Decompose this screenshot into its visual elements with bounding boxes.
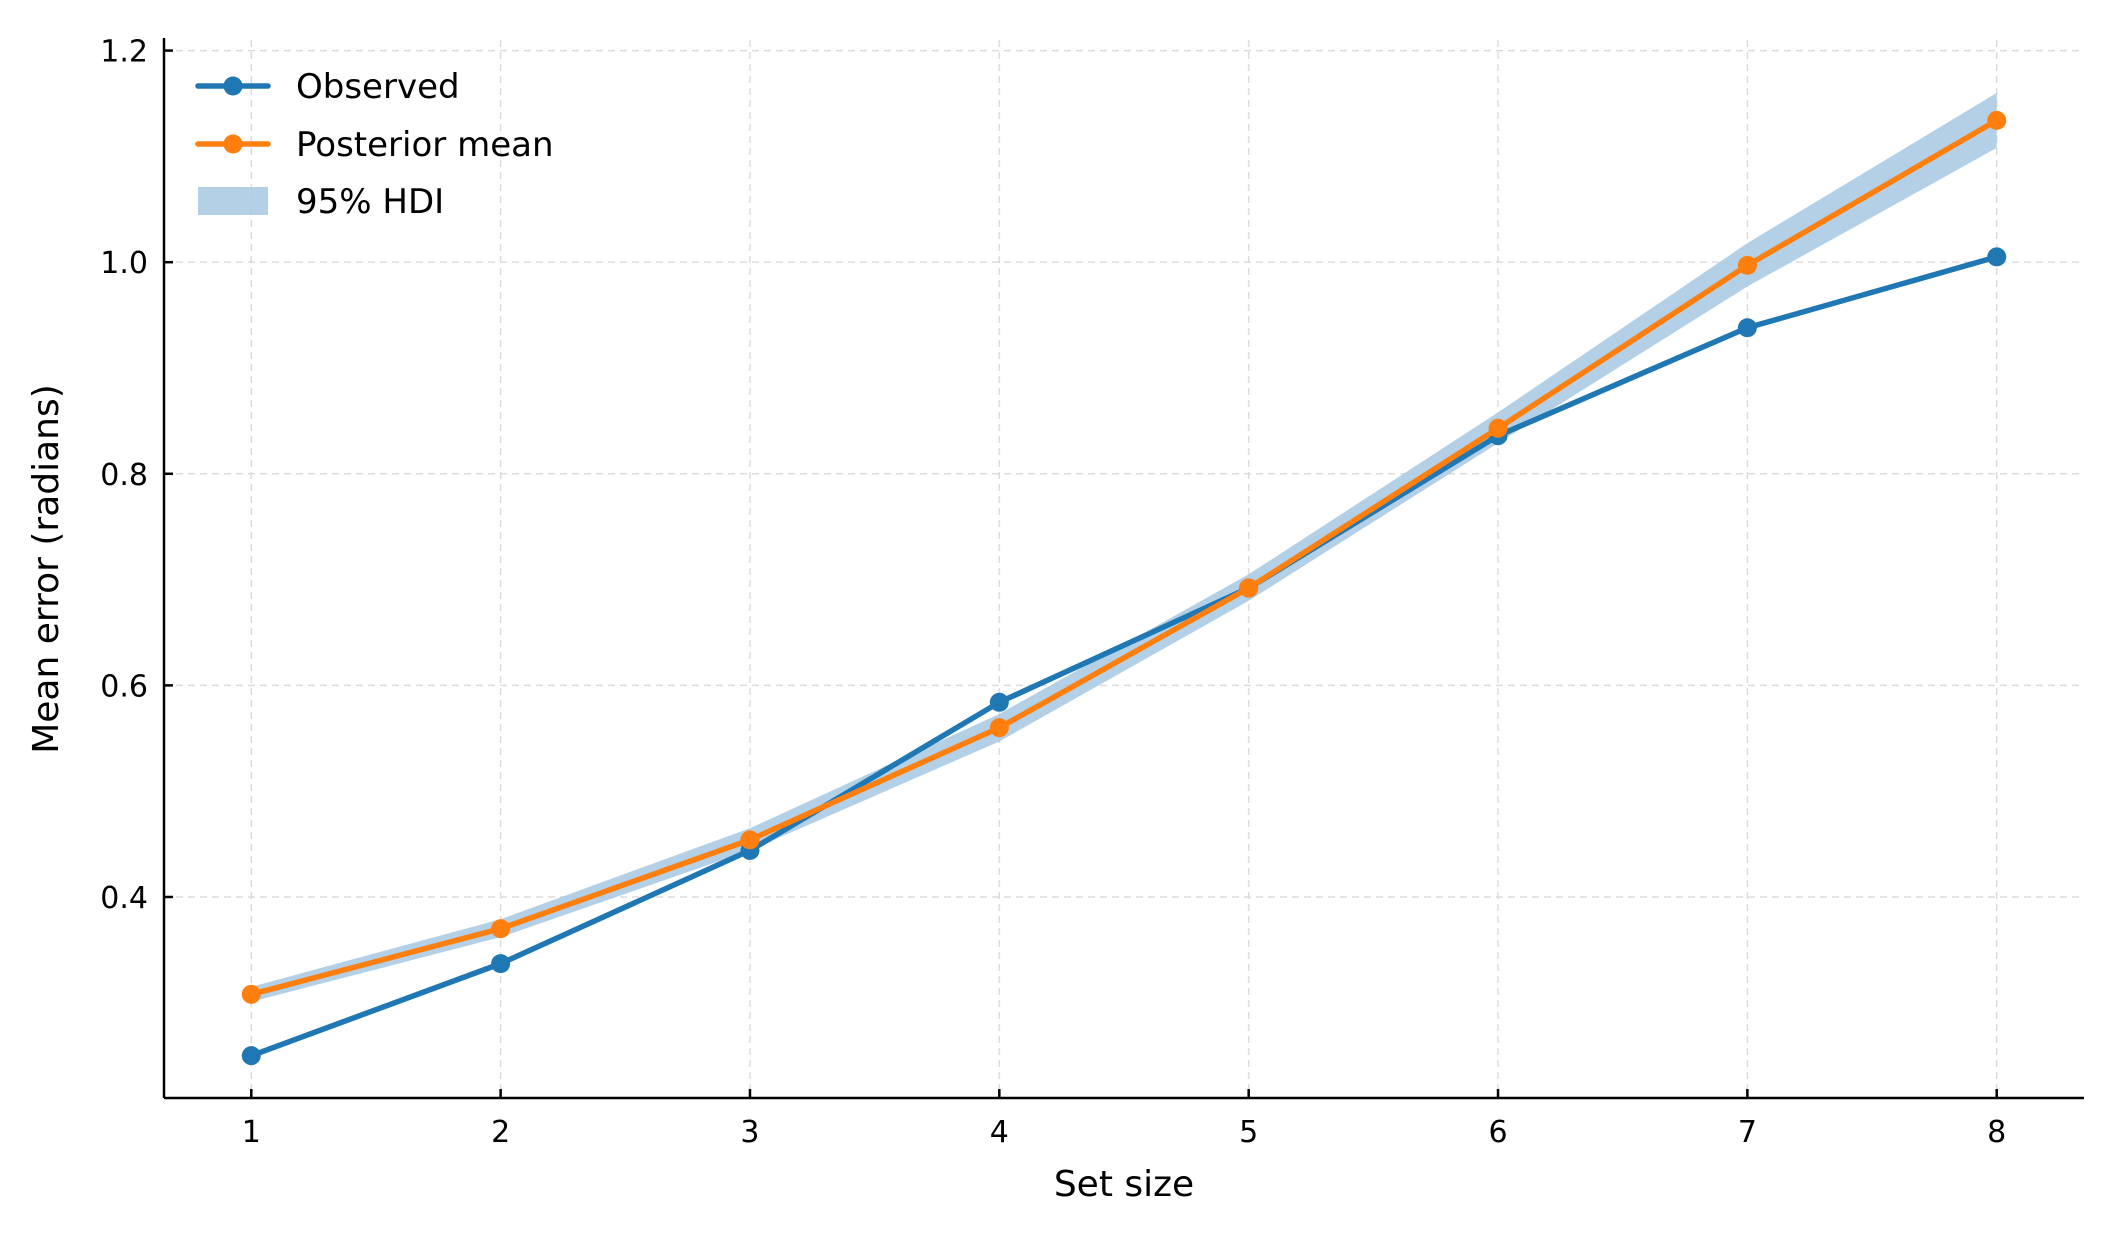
x-tick-label: 1 [242,1115,261,1150]
y-tick-label: 0.4 [100,881,148,916]
x-tick-label: 6 [1488,1115,1507,1150]
axes-layer: 1 2 3 4 5 6 7 8 0.4 0.6 0.8 1.0 1.2 [100,35,2084,1150]
legend-marker-posterior-mean [223,134,243,154]
data-point-observed [989,692,1009,712]
data-point-posterior-mean [989,718,1009,738]
legend-label-observed: Observed [296,67,460,107]
hdi-band [251,92,1997,1002]
series-line-observed [248,254,2000,1059]
data-point-observed [1987,247,2007,267]
data-point-posterior-mean [740,830,760,850]
x-tick-label: 4 [990,1115,1009,1150]
data-point-posterior-mean [1239,578,1259,598]
legend: Observed Posterior mean 95% HDI [195,67,554,222]
legend-swatch-hdi [198,187,268,215]
y-tick-label: 0.8 [100,458,148,493]
x-tick-label: 5 [1239,1115,1258,1150]
x-tick-label: 3 [740,1115,759,1150]
y-tick-label: 1.0 [100,246,148,281]
legend-marker-observed [223,76,243,96]
x-axis-title: Set size [1054,1164,1194,1205]
legend-label-posterior-mean: Posterior mean [296,125,554,165]
series-layer [241,110,2007,1066]
hdi-band-layer [251,92,1997,1002]
legend-label-hdi: 95% HDI [296,182,444,222]
data-point-posterior-mean [241,984,261,1004]
data-point-observed [1737,318,1757,338]
x-tick-label: 7 [1738,1115,1757,1150]
y-axis-title: Mean error (radians) [26,384,67,754]
x-tick-label: 2 [491,1115,510,1150]
data-point-posterior-mean [1737,255,1757,275]
data-point-posterior-mean [1987,110,2007,130]
data-point-observed [491,954,511,974]
x-tick-label: 8 [1987,1115,2006,1150]
y-tick-label: 1.2 [100,35,148,70]
data-point-observed [241,1046,261,1066]
data-point-posterior-mean [1488,418,1508,438]
y-tick-label: 0.6 [100,669,148,704]
series-line-posterior-mean [248,117,2000,998]
data-point-posterior-mean [491,919,511,939]
